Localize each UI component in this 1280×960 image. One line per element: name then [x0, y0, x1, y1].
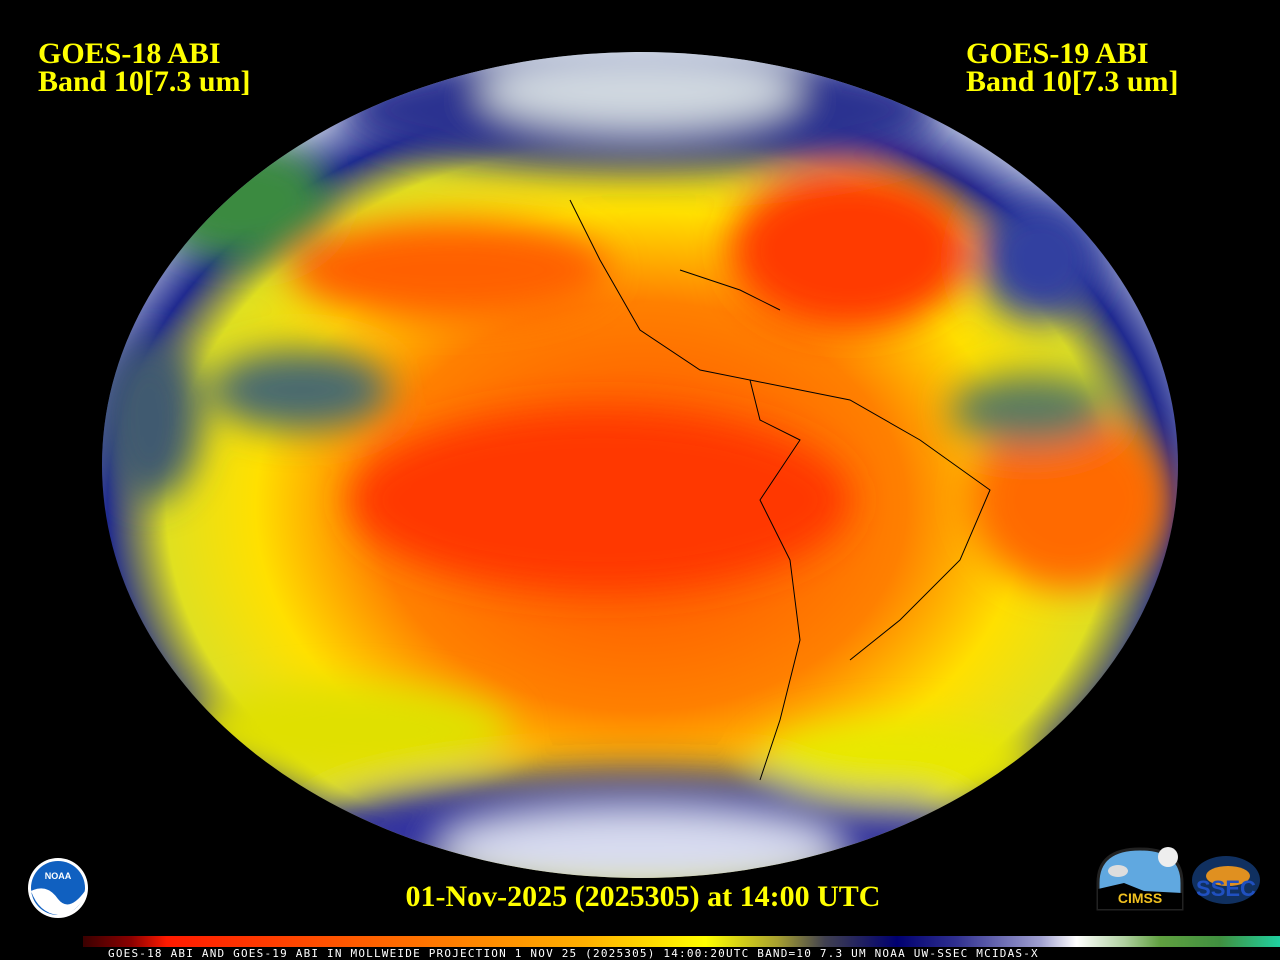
right-band-label: Band 10[7.3 um] — [966, 65, 1179, 98]
svg-text:NOAA: NOAA — [45, 871, 72, 881]
image-caption: GOES-18 ABI AND GOES-19 ABI IN MOLLWEIDE… — [108, 947, 1039, 960]
left-satellite-title: GOES-18 ABI Band 10[7.3 um] — [38, 37, 251, 98]
svg-text:CIMSS: CIMSS — [1118, 890, 1162, 906]
right-satellite-title: GOES-19 ABI Band 10[7.3 um] — [966, 37, 1179, 98]
coastline-americas — [569, 199, 991, 781]
noaa-logo: NOAA — [28, 858, 88, 918]
left-band-label: Band 10[7.3 um] — [38, 65, 251, 98]
left-satellite-name: GOES-18 ABI — [38, 37, 221, 70]
right-satellite-name: GOES-19 ABI — [966, 37, 1149, 70]
ssec-logo: SSEC — [1192, 856, 1260, 904]
timestamp: 01-Nov-2025 (2025305) at 14:00 UTC — [405, 880, 881, 913]
color-scale-bar — [83, 936, 1280, 947]
svg-text:SSEC: SSEC — [1196, 876, 1256, 901]
cimss-logo: CIMSS — [1096, 847, 1184, 911]
